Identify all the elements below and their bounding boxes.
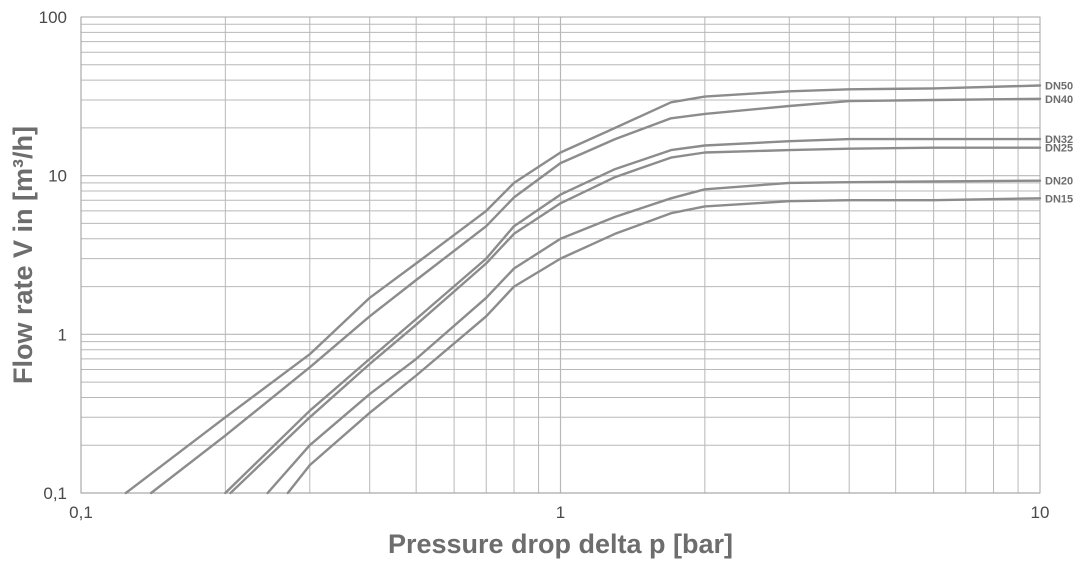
y-tick-label: 0,1 xyxy=(43,484,67,503)
x-tick-label: 0,1 xyxy=(69,503,93,522)
plot-frame xyxy=(80,16,1041,494)
y-tick-label: 10 xyxy=(48,167,67,186)
series-line-dn20 xyxy=(266,179,1042,495)
series-line-dn25 xyxy=(229,146,1042,495)
x-tick-label: 1 xyxy=(556,503,565,522)
series-label-dn25: DN25 xyxy=(1045,143,1073,155)
series-label-dn20: DN20 xyxy=(1045,176,1073,188)
y-axis-title: Flow rate V in [m³/h] xyxy=(8,126,38,384)
series-lines xyxy=(124,84,1042,495)
y-tick-label: 1 xyxy=(58,325,67,344)
x-axis-title: Pressure drop delta p [bar] xyxy=(388,529,733,559)
series-line-dn40 xyxy=(149,97,1042,495)
y-tick-label: 100 xyxy=(39,8,67,27)
series-line-dn15 xyxy=(286,197,1042,495)
tick-labels: 0,1 1 10 0,1 1 10 100 xyxy=(39,8,1050,522)
series-line-dn32 xyxy=(224,137,1042,495)
series-line-dn50 xyxy=(124,84,1042,495)
series-label-dn40: DN40 xyxy=(1045,94,1073,106)
series-label-dn50: DN50 xyxy=(1045,81,1073,93)
series-label-dn15: DN15 xyxy=(1045,193,1073,205)
x-tick-label: 10 xyxy=(1031,503,1050,522)
series-label-dn32: DN32 xyxy=(1045,134,1073,146)
